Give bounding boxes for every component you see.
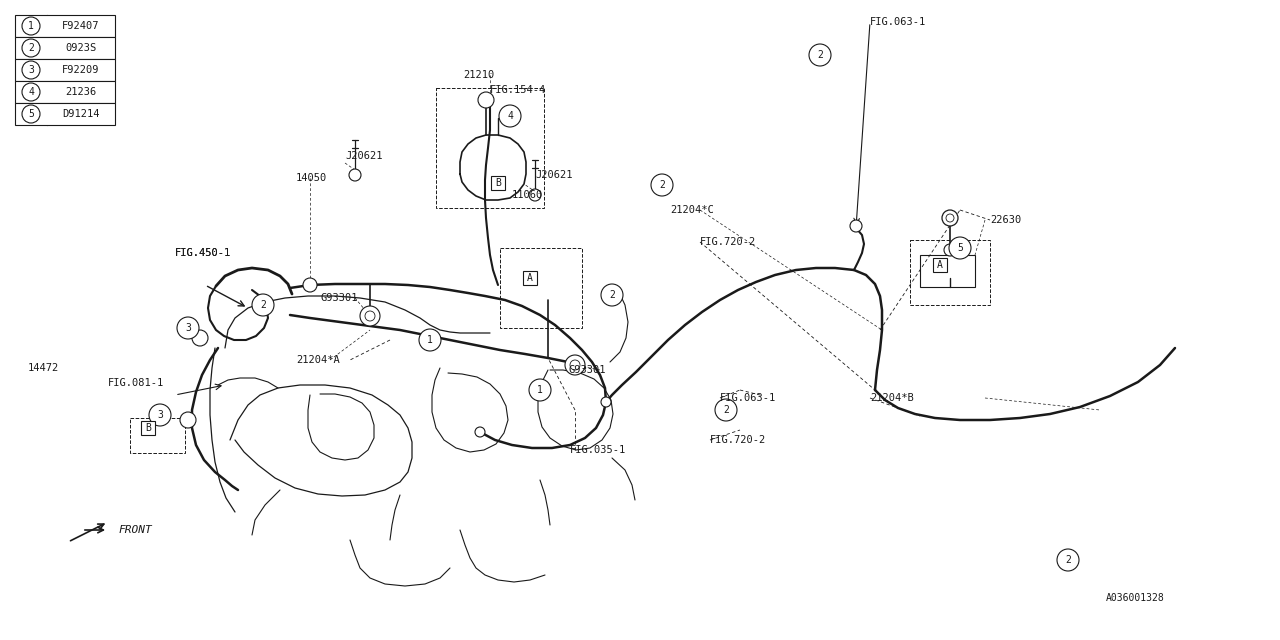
Bar [15, 15, 115, 37]
Bar [492, 176, 506, 190]
Circle shape [365, 311, 375, 321]
Bar [920, 255, 975, 287]
Text: F92209: F92209 [63, 65, 100, 75]
Text: F92407: F92407 [63, 21, 100, 31]
Text: 2: 2 [817, 50, 823, 60]
Text: 21210: 21210 [463, 70, 494, 80]
Text: B: B [495, 178, 500, 188]
Text: FIG.720-2: FIG.720-2 [710, 435, 767, 445]
Text: A: A [937, 260, 943, 270]
Bar [131, 418, 186, 453]
Text: 2: 2 [723, 405, 728, 415]
Bar [15, 59, 115, 81]
Text: 21204*C: 21204*C [669, 205, 714, 215]
Text: 1: 1 [428, 335, 433, 345]
Circle shape [946, 214, 954, 222]
Circle shape [180, 412, 196, 428]
Text: FIG.450-1: FIG.450-1 [175, 248, 232, 258]
Text: 2: 2 [28, 43, 35, 53]
Circle shape [475, 427, 485, 437]
Text: 21204*A: 21204*A [296, 355, 339, 365]
Circle shape [22, 83, 40, 101]
Text: B: B [145, 423, 151, 433]
Circle shape [419, 329, 442, 351]
Text: FIG.035-1: FIG.035-1 [570, 445, 626, 455]
Circle shape [1057, 549, 1079, 571]
Text: FIG.450-1: FIG.450-1 [175, 248, 232, 258]
Text: J20621: J20621 [535, 170, 572, 180]
Bar [933, 258, 947, 272]
Circle shape [529, 189, 541, 201]
Text: D91214: D91214 [63, 109, 100, 119]
Text: G93301: G93301 [320, 293, 357, 303]
Text: FIG.063-1: FIG.063-1 [721, 393, 776, 403]
Bar [910, 240, 989, 305]
Circle shape [349, 169, 361, 181]
Text: 4: 4 [507, 111, 513, 121]
Text: J20621: J20621 [346, 151, 383, 161]
Text: 22630: 22630 [989, 215, 1021, 225]
Bar [15, 103, 115, 125]
Text: 3: 3 [157, 410, 163, 420]
Circle shape [942, 210, 957, 226]
Text: 21236: 21236 [65, 87, 96, 97]
Text: FIG.063-1: FIG.063-1 [870, 17, 927, 27]
Circle shape [360, 306, 380, 326]
Circle shape [22, 39, 40, 57]
Text: 2: 2 [609, 290, 614, 300]
Text: 4: 4 [28, 87, 35, 97]
Circle shape [177, 317, 198, 339]
Bar [15, 81, 115, 103]
Text: G93301: G93301 [568, 365, 605, 375]
Bar [524, 271, 538, 285]
Bar [15, 37, 115, 59]
Text: A036001328: A036001328 [1106, 593, 1165, 603]
Circle shape [22, 105, 40, 123]
Circle shape [564, 355, 585, 375]
Text: 14050: 14050 [296, 173, 328, 183]
Circle shape [948, 237, 972, 259]
Text: 2: 2 [1065, 555, 1071, 565]
Circle shape [602, 284, 623, 306]
Text: 21204*B: 21204*B [870, 393, 914, 403]
Circle shape [945, 244, 956, 256]
Circle shape [477, 92, 494, 108]
Bar [500, 248, 582, 328]
Circle shape [602, 397, 611, 407]
Circle shape [303, 278, 317, 292]
Circle shape [22, 17, 40, 35]
Text: 2: 2 [260, 300, 266, 310]
Circle shape [148, 404, 172, 426]
Text: 5: 5 [28, 109, 35, 119]
Text: 11060: 11060 [512, 190, 543, 200]
Text: 1: 1 [28, 21, 35, 31]
Text: 3: 3 [186, 323, 191, 333]
Text: 5: 5 [957, 243, 963, 253]
Text: 3: 3 [28, 65, 35, 75]
Circle shape [850, 220, 861, 232]
Text: FIG.081-1: FIG.081-1 [108, 378, 164, 388]
Circle shape [716, 399, 737, 421]
Text: FRONT: FRONT [118, 525, 152, 535]
Bar [141, 421, 155, 435]
Circle shape [570, 360, 580, 370]
Text: 2: 2 [659, 180, 664, 190]
Text: FIG.720-2: FIG.720-2 [700, 237, 756, 247]
Circle shape [529, 379, 550, 401]
Circle shape [192, 330, 209, 346]
Circle shape [652, 174, 673, 196]
Text: A: A [527, 273, 532, 283]
Circle shape [499, 105, 521, 127]
Text: 1: 1 [538, 385, 543, 395]
Circle shape [22, 61, 40, 79]
Text: 14472: 14472 [28, 363, 59, 373]
Text: FIG.154-4: FIG.154-4 [490, 85, 547, 95]
Circle shape [252, 294, 274, 316]
Text: 0923S: 0923S [65, 43, 96, 53]
Circle shape [809, 44, 831, 66]
